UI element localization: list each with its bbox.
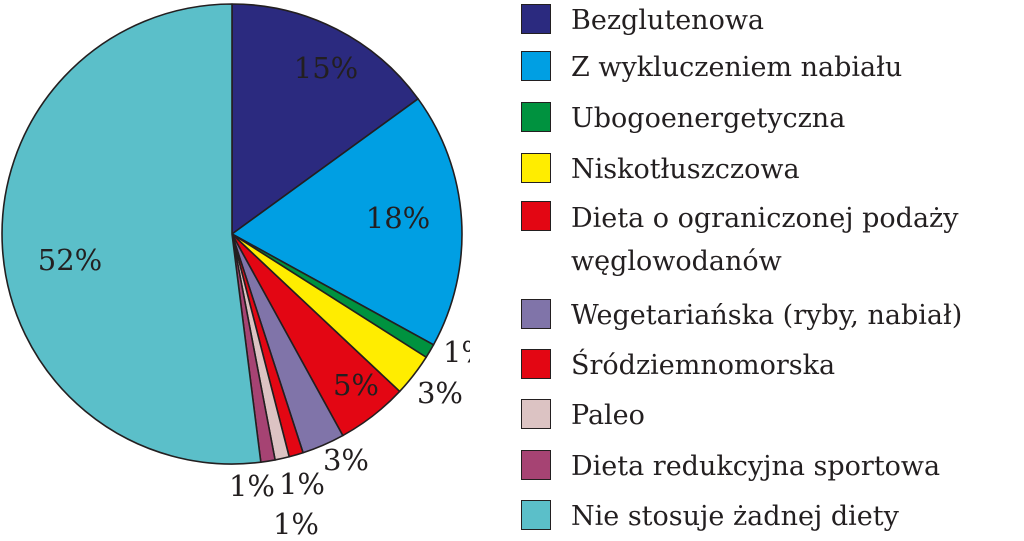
- legend-swatch: [521, 399, 551, 429]
- pie-slice-9: [1, 3, 262, 465]
- legend-swatch: [521, 4, 551, 34]
- legend-label: Dieta redukcyjna sportowa: [571, 451, 941, 482]
- legend-label: Paleo: [571, 400, 645, 431]
- legend-label: Bezglutenowa: [571, 5, 765, 36]
- pie-value-label-2: 1%: [443, 335, 470, 369]
- legend-label: Z wykluczeniem nabiału: [571, 52, 903, 83]
- legend-label: Ubogoenergetyczna: [571, 103, 846, 134]
- legend-item-srodziemnomorska: Śródziemnomorska: [521, 345, 835, 387]
- legend-label: Nie stosuje żadnej diety: [571, 501, 899, 532]
- legend-swatch: [521, 450, 551, 480]
- legend-swatch: [521, 349, 551, 379]
- legend-label: Wegetariańska (ryby, nabiał): [571, 300, 963, 331]
- legend-label: Śródziemnomorska: [571, 350, 836, 381]
- legend-item-dieta-redukcyjna-sportowa: Dieta redukcyjna sportowa: [521, 446, 940, 488]
- pie-value-label-9: 52%: [38, 243, 102, 277]
- pie-value-label-5: 3%: [323, 443, 369, 477]
- legend-label: Niskotłuszczowa: [571, 154, 800, 185]
- legend-swatch: [521, 201, 551, 231]
- legend-item-z-wykluczeniem-nabialu: Z wykluczeniem nabiału: [521, 47, 902, 89]
- pie-value-label-6: 1%: [279, 467, 325, 501]
- legend-label: Dieta o ograniczonej podaży węglowodanów: [571, 203, 959, 277]
- legend-swatch: [521, 299, 551, 329]
- legend-item-bezglutenowa: Bezglutenowa: [521, 0, 764, 42]
- pie-value-label-3: 3%: [417, 376, 463, 410]
- pie-slice-1: [231, 98, 463, 346]
- legend-swatch: [521, 153, 551, 183]
- pie-value-labels: 15%18%1%3%5%3%1%1%1%52%: [38, 51, 470, 541]
- legend-swatch: [521, 500, 551, 530]
- pie-value-label-4: 5%: [333, 368, 379, 402]
- pie-slice-0: [231, 3, 419, 235]
- pie-value-label-0: 15%: [294, 51, 358, 85]
- legend-item-ubogoenergetyczna: Ubogoenergetyczna: [521, 98, 845, 140]
- legend-item-dieta-ograniczona-weglowodany: Dieta o ograniczonej podaży węglowodanów: [521, 197, 991, 283]
- pie-chart: 15%18%1%3%5%3%1%1%1%52%: [1, 3, 470, 541]
- pie-value-label-1: 18%: [366, 201, 430, 235]
- pie-value-label-8: 1%: [229, 469, 275, 503]
- legend-item-paleo: Paleo: [521, 395, 645, 437]
- legend-item-nie-stosuje-diety: Nie stosuje żadnej diety: [521, 496, 899, 538]
- legend-swatch: [521, 102, 551, 132]
- pie-slices: [1, 3, 463, 465]
- legend-item-niskotluszczowa: Niskotłuszczowa: [521, 149, 800, 191]
- pie-value-label-7: 1%: [273, 507, 319, 541]
- legend-swatch: [521, 51, 551, 81]
- legend-item-wegetarianska: Wegetariańska (ryby, nabiał): [521, 295, 962, 337]
